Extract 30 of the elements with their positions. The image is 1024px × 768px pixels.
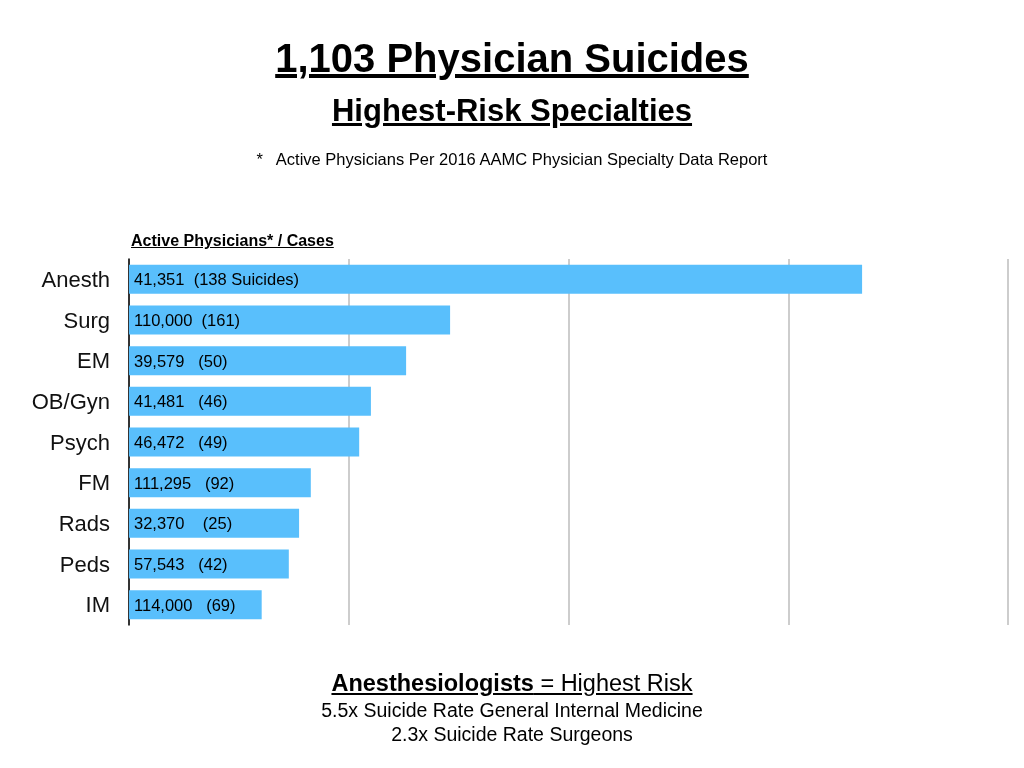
text: 2.3x Suicide Rate Surgeons <box>390 723 634 745</box>
text: Active Physicians* / Cases <box>131 232 334 249</box>
annotation: 41,481 (46) <box>134 392 228 411</box>
annotation: 46,472 (49) <box>134 433 228 451</box>
y-tick-label: Peds <box>59 551 110 577</box>
chart-subtitle: Highest-Risk Specialties <box>330 93 694 128</box>
y-tick-label: OB/Gyn <box>31 388 110 414</box>
bar <box>129 305 451 335</box>
bar <box>129 264 863 294</box>
y-tick-label: FM <box>78 470 110 496</box>
bar <box>129 346 407 376</box>
annotation: 41,351 (138 Suicides) <box>134 270 300 289</box>
annotation: 32,370 (25) <box>134 514 233 533</box>
annotation: 111,295 (92) <box>134 473 235 492</box>
bar <box>129 427 360 457</box>
text: * Active Physicians Per 2016 AAMC Physician Specialty Data Report <box>255 150 769 168</box>
annotation: 110,000 (161) <box>134 311 241 329</box>
text: 5.5x Suicide Rate General Internal Medicine <box>320 699 704 721</box>
annotation: 114,000 (69) <box>134 595 236 614</box>
annotation: 39,579 (50) <box>134 351 228 370</box>
y-tick-label: Surg <box>63 307 110 333</box>
y-tick-label: EM <box>77 348 110 374</box>
annotation: 57,543 (42) <box>134 555 228 573</box>
bar <box>129 386 371 416</box>
y-tick-label: Anesth <box>41 266 110 292</box>
y-tick-label: Rads <box>58 510 110 536</box>
y-tick-label: Psych <box>50 429 110 455</box>
text: Anesthesiologists = Highest Risk <box>331 670 693 696</box>
y-tick-label: IM <box>85 592 110 618</box>
chart-title: 1,103 Physician Suicides <box>274 36 750 80</box>
